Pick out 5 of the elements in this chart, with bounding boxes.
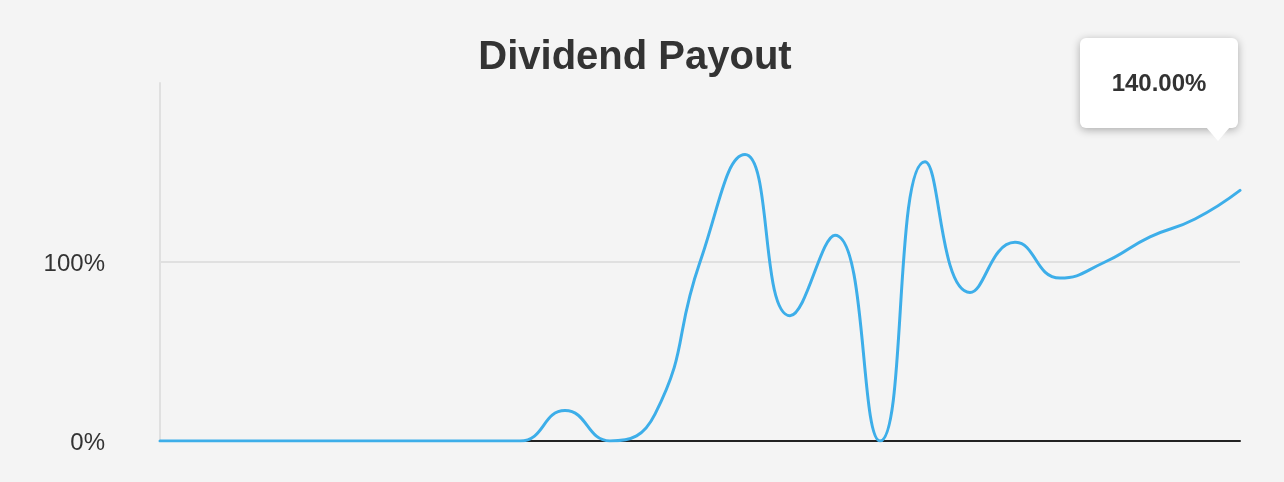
line-series [158, 153, 1242, 443]
chart-title: Dividend Payout [478, 33, 792, 77]
tooltip-callout: 140.00% [1080, 38, 1238, 142]
y-tick-label: 0% [70, 427, 105, 455]
y-tick-label: 100% [43, 248, 105, 276]
